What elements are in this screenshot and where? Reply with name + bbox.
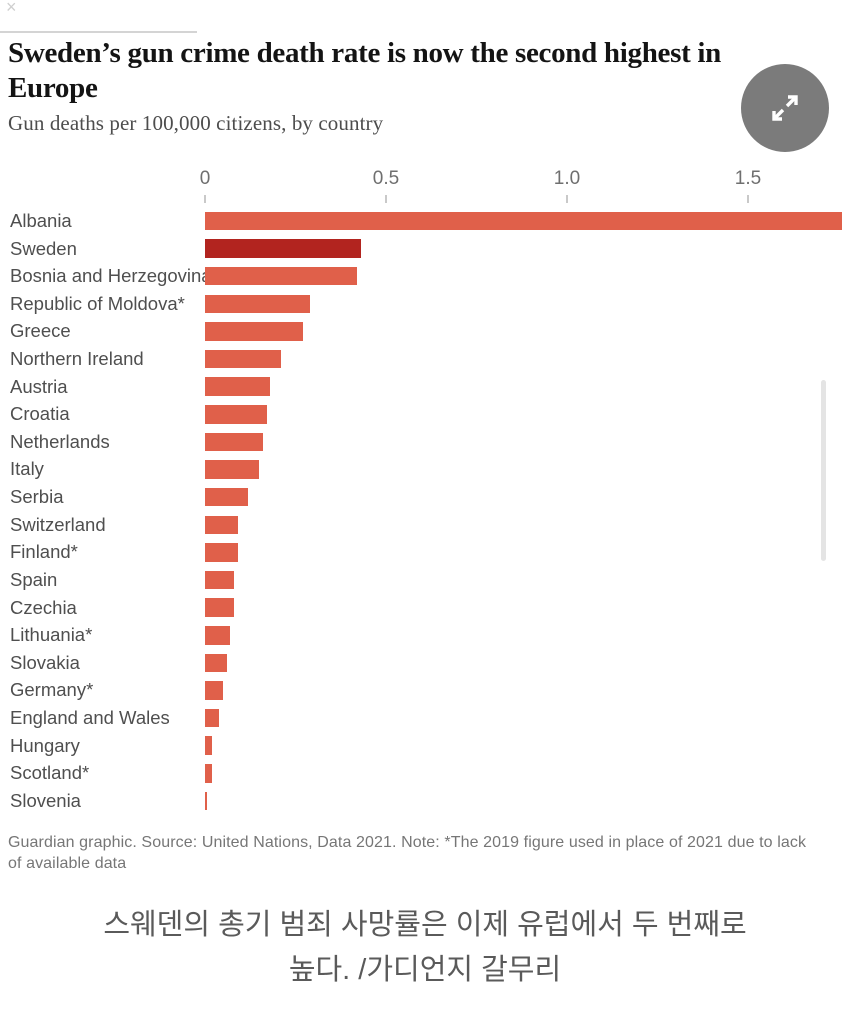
bar — [205, 239, 361, 258]
bar-label: Sweden — [10, 237, 77, 259]
bar — [205, 681, 224, 700]
x-axis-tick-label: 0.5 — [372, 168, 400, 189]
bar-label: Republic of Moldova* — [10, 292, 185, 314]
bar-label: Finland* — [10, 541, 78, 563]
bar-label: Austria — [10, 375, 68, 397]
source-note: Guardian graphic. Source: United Nations… — [8, 834, 807, 872]
bar-label: Germany* — [10, 679, 94, 701]
x-axis-tick-label: 0 — [199, 168, 211, 189]
chart-title-line2: Europe — [8, 72, 98, 104]
bar — [205, 432, 263, 452]
bar-label: Slovakia — [10, 651, 80, 673]
chart-title-line1: Sweden’s gun crime death rate is now the… — [8, 37, 721, 69]
bar — [205, 543, 238, 562]
bar-label: England and Wales — [10, 707, 170, 729]
bar-label: Bosnia and Herzegovina — [10, 265, 212, 287]
expand-button[interactable] — [741, 64, 829, 152]
x-axis-tick-mark — [385, 195, 387, 203]
x-axis-tick-label: 1.5 — [734, 168, 762, 189]
headline-top-rule — [0, 31, 197, 33]
bar — [205, 708, 220, 728]
bar-label: Scotland* — [10, 762, 90, 784]
bar-label: Switzerland — [10, 513, 106, 535]
bar — [205, 791, 207, 811]
photo-caption: 스웨덴의 총기 범죄 사망률은 이제 유럽에서 두 번째로 높다. /가디언지 … — [0, 903, 850, 993]
bar — [205, 764, 213, 783]
x-axis-tick-label: 1.0 — [553, 168, 581, 189]
chart-title: Sweden’s gun crime death rate is now the… — [8, 36, 788, 106]
bar-label: Hungary — [10, 734, 80, 756]
bar — [205, 377, 271, 396]
bar-label: Greece — [10, 320, 71, 342]
bar — [205, 653, 227, 673]
bar-label: Albania — [10, 209, 72, 231]
bar-label: Italy — [10, 458, 44, 480]
x-axis-tick-mark — [204, 195, 206, 203]
bar — [205, 570, 234, 590]
bar-label: Netherlands — [10, 430, 110, 452]
close-icon[interactable]: × — [6, 0, 17, 17]
bar-label: Serbia — [10, 486, 64, 508]
bar — [205, 487, 249, 507]
x-axis-tick-mark — [747, 195, 749, 203]
bar — [205, 460, 260, 479]
bar — [205, 598, 234, 617]
bar-label: Lithuania* — [10, 624, 93, 646]
bar — [205, 294, 310, 314]
bar-label: Spain — [10, 568, 58, 590]
bar — [205, 322, 303, 341]
bar-label: Croatia — [10, 403, 70, 425]
bar-label: Slovenia — [10, 789, 81, 811]
bar-label: Czechia — [10, 596, 77, 618]
photo-caption-line2: 높다. /가디언지 갈무리 — [288, 954, 562, 986]
x-axis-tick-mark — [566, 195, 568, 203]
bar-label: Northern Ireland — [10, 348, 144, 369]
bar — [205, 736, 213, 755]
photo-caption-line1: 스웨덴의 총기 범죄 사망률은 이제 유럽에서 두 번째로 — [103, 909, 747, 941]
bar — [205, 405, 267, 424]
bar — [205, 626, 231, 645]
scrollbar-thumb[interactable] — [821, 380, 826, 561]
bar — [205, 349, 282, 369]
expand-arrows-icon — [772, 95, 798, 121]
bar — [205, 266, 358, 286]
chart-subtitle: Gun deaths per 100,000 citizens, by coun… — [8, 111, 384, 135]
bar — [205, 515, 238, 535]
bar — [205, 211, 843, 231]
